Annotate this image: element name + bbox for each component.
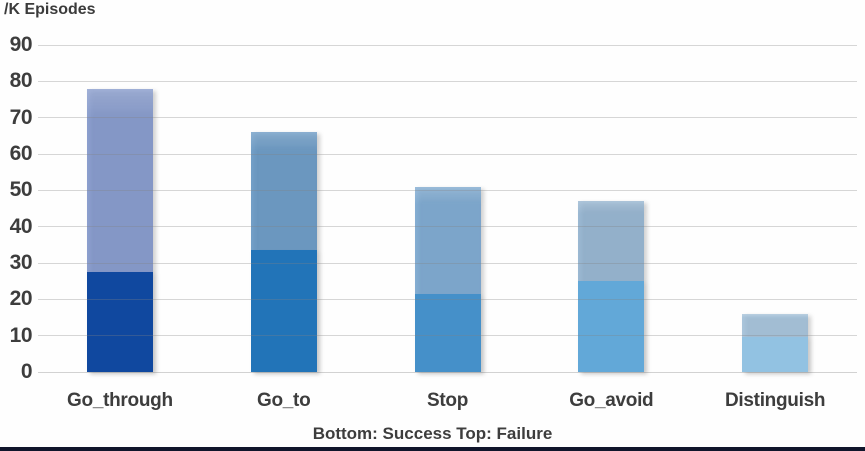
y-tick-label-40: 40 [9, 214, 33, 238]
bar-segment-failure-go_avoid [578, 201, 645, 282]
y-tick-label-20: 20 [9, 287, 33, 311]
y-tick-label-0: 0 [20, 360, 33, 383]
bar-segment-failure-distinguish [742, 313, 809, 338]
gridline-y-70 [38, 117, 857, 119]
bar-stack-distinguish [742, 313, 809, 372]
gridline-y-90 [38, 44, 857, 46]
bar-stack-stop [414, 186, 481, 372]
bar-segment-success-stop [414, 293, 481, 372]
bar-stack-go_avoid [578, 201, 645, 372]
y-tick-label-80: 80 [9, 69, 33, 93]
x-category-label-stop: Stop [426, 390, 468, 411]
x-category-label-distinguish: Distinguish [725, 390, 826, 411]
chart-caption: Bottom: Success Top: Failure [312, 424, 553, 443]
gridline-y-60 [38, 153, 857, 155]
gridline-y-0 [38, 371, 857, 373]
bar-segment-success-go_through [86, 272, 153, 372]
bar-segment-failure-stop [414, 186, 481, 294]
y-tick-label-60: 60 [9, 142, 33, 165]
bar-stack-go_to [250, 132, 317, 372]
y-tick-label-90: 90 [9, 33, 33, 56]
bottom-border [0, 447, 865, 451]
gridline-y-20 [38, 298, 857, 300]
y-tick-label-30: 30 [9, 251, 33, 274]
x-category-label-go_avoid: Go_avoid [569, 390, 654, 411]
bar-segment-failure-go_to [250, 132, 317, 251]
bar-stack-go_through [86, 88, 153, 372]
gridline-y-30 [38, 262, 857, 264]
gridline-y-80 [38, 80, 857, 82]
y-tick-label-70: 70 [9, 105, 33, 129]
gridline-y-50 [38, 189, 857, 191]
bar-segment-success-distinguish [742, 337, 809, 372]
y-tick-label-50: 50 [9, 178, 33, 202]
y-tick-label-10: 10 [9, 323, 33, 347]
gridline-y-10 [38, 335, 857, 337]
x-category-label-go_through: Go_through [67, 390, 173, 411]
y-axis-title: /K Episodes [4, 1, 96, 18]
gridline-y-40 [38, 226, 857, 228]
bar-segment-success-go_to [250, 250, 317, 372]
bar-segment-failure-go_through [86, 88, 153, 273]
bar-segment-success-go_avoid [578, 281, 645, 372]
x-category-label-go_to: Go_to [257, 390, 311, 411]
